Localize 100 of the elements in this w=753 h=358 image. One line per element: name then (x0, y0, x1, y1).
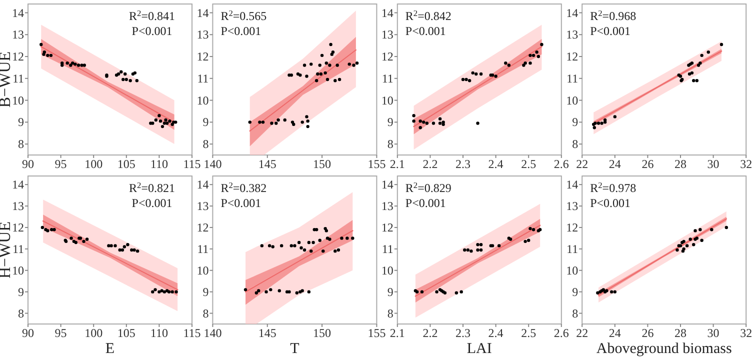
x-tick-label: 2.2 (422, 157, 438, 171)
x-tick-label: 24 (608, 157, 621, 171)
y-tick-label: 9 (387, 284, 394, 299)
annotation: P<0.001 (590, 196, 631, 210)
x-tick-label: 150 (313, 326, 332, 340)
x-tick-label: 2.4 (488, 326, 504, 340)
annotation: R$^{2}$=0.841 (129, 8, 175, 23)
annotation: P<0.001 (590, 24, 631, 38)
annotation: R$^{2}$=0.565 (220, 8, 267, 23)
x-tick-label: 155 (368, 157, 386, 171)
x-tick-label: 90 (22, 157, 34, 171)
y-tick-label: 13 (566, 199, 578, 214)
x-tick-label: 2.5 (521, 326, 536, 340)
y-tick-label: 10 (566, 93, 578, 108)
annotation: R$^{2}$=0.821 (129, 180, 175, 195)
annotation: R$^{2}$=0.382 (220, 180, 267, 195)
y-tick-label: 14 (566, 178, 578, 192)
x-tick-label: 115 (183, 326, 201, 340)
x-tick-label: 2.3 (456, 157, 470, 171)
x-tick-label: 2.3 (456, 326, 470, 340)
y-tick-label: 8 (572, 306, 578, 320)
y-tick-label: 8 (18, 306, 24, 320)
y-tick-label: 12 (381, 220, 394, 234)
y-tick-label: 8 (572, 137, 578, 152)
y-tick-label: 14 (566, 6, 578, 20)
y-tick-label: 12 (196, 220, 209, 234)
annotation: P<0.001 (220, 196, 262, 210)
x-tick-label: 24 (608, 326, 621, 340)
x-axis-title: T (290, 341, 300, 357)
y-tick-label: 13 (12, 199, 24, 214)
y-tick-label: 13 (381, 28, 394, 42)
y-tick-label: 12 (12, 220, 24, 234)
x-tick-label: 2.2 (422, 326, 438, 340)
x-tick-label: 150 (313, 157, 332, 171)
x-tick-label: 100 (84, 326, 103, 340)
x-tick-label: 140 (204, 157, 222, 171)
y-tick-label: 9 (202, 284, 209, 299)
x-tick-label: 100 (84, 157, 103, 171)
y-tick-label: 8 (18, 137, 24, 152)
y-tick-label: 9 (18, 284, 24, 299)
x-tick-label: 2.1 (390, 326, 405, 340)
x-tick-label: 2.4 (488, 157, 504, 171)
x-axis-title: Aboveground biomass (596, 341, 732, 357)
annotation: R$^{2}$=0.978 (590, 180, 636, 195)
y-tick-label: 10 (381, 263, 394, 278)
x-tick-label: 105 (117, 326, 136, 340)
y-tick-label: 8 (387, 306, 394, 320)
y-tick-label: 12 (566, 220, 578, 234)
y-tick-label: 11 (566, 71, 578, 86)
x-tick-label: 2.5 (521, 157, 536, 171)
annotation: P<0.001 (405, 196, 446, 210)
y-tick-label: 9 (202, 115, 209, 130)
x-tick-label: 140 (204, 326, 222, 340)
y-tick-label: 9 (18, 115, 24, 130)
x-tick-label: 105 (117, 157, 136, 171)
x-tick-label: 115 (183, 157, 201, 171)
annotation: P<0.001 (220, 24, 262, 38)
x-tick-label: 2.6 (554, 326, 569, 340)
y-tick-label: 8 (202, 137, 209, 152)
y-tick-label: 14 (12, 6, 24, 20)
y-tick-label: 14 (196, 178, 209, 192)
x-tick-label: 110 (150, 157, 168, 171)
x-tick-label: 110 (150, 326, 168, 340)
x-tick-label: 145 (258, 157, 276, 171)
y-tick-label: 12 (196, 50, 209, 64)
x-tick-label: 26 (642, 157, 654, 171)
x-tick-label: 155 (368, 326, 386, 340)
y-tick-label: 10 (196, 263, 209, 278)
x-tick-label: 30 (707, 157, 720, 171)
y-tick-label: 13 (12, 28, 24, 42)
y-tick-label: 11 (197, 71, 209, 86)
y-tick-label: 13 (381, 199, 394, 214)
y-tick-label: 10 (12, 93, 24, 108)
x-tick-label: 90 (22, 326, 34, 340)
x-tick-label: 2.6 (554, 157, 569, 171)
y-tick-label: 14 (12, 178, 24, 192)
x-tick-label: 26 (642, 326, 654, 340)
y-tick-label: 11 (382, 242, 394, 256)
y-tick-label: 10 (381, 93, 394, 108)
y-tick-label: 11 (382, 71, 394, 86)
annotation: P<0.001 (405, 24, 446, 38)
x-tick-label: 28 (674, 326, 686, 340)
x-tick-label: 28 (674, 157, 686, 171)
x-tick-label: 22 (576, 326, 588, 340)
y-tick-label: 8 (387, 137, 394, 152)
y-tick-label: 10 (12, 263, 24, 278)
y-tick-label: 12 (12, 50, 24, 64)
y-tick-label: 14 (381, 178, 394, 192)
annotation: R$^{2}$=0.842 (405, 8, 452, 23)
y-tick-label: 9 (572, 115, 578, 130)
y-tick-label: 12 (566, 50, 578, 64)
y-tick-label: 11 (197, 242, 209, 256)
x-tick-label: 145 (258, 326, 276, 340)
annotation: P<0.001 (132, 24, 172, 38)
y-tick-label: 10 (566, 263, 578, 278)
x-tick-label: 32 (740, 326, 752, 340)
y-tick-label: 13 (196, 199, 209, 214)
y-tick-label: 13 (196, 28, 209, 42)
y-tick-label: 13 (566, 28, 578, 42)
y-tick-label: 11 (566, 242, 578, 256)
